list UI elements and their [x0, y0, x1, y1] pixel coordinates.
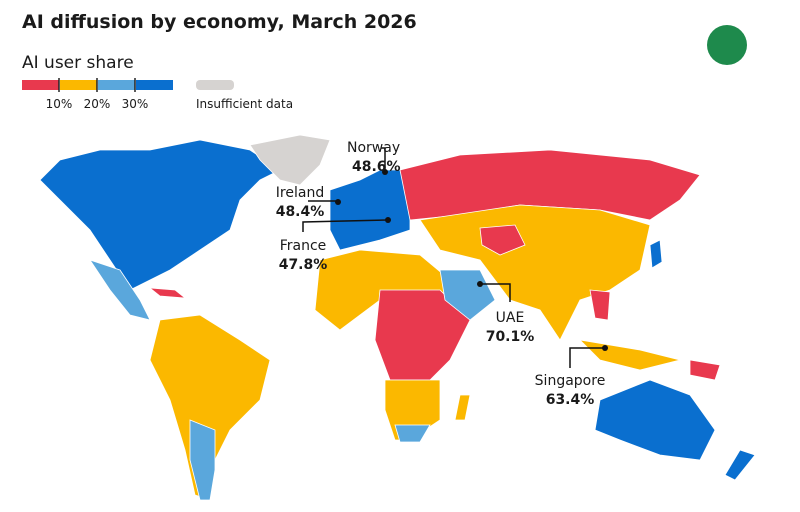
legend-title: AI user share	[22, 53, 134, 73]
mexico	[89, 259, 151, 321]
legend-swatch	[136, 80, 173, 90]
callout-leader	[480, 283, 511, 302]
callout-value: 63.4%	[546, 392, 595, 408]
callout-name: Norway	[347, 140, 400, 156]
papua	[689, 359, 721, 381]
callout-dot	[335, 199, 341, 205]
europe	[329, 169, 411, 251]
callout-dot	[385, 217, 391, 223]
callout-dot	[602, 345, 608, 351]
logo	[707, 25, 747, 65]
indonesia	[578, 339, 681, 371]
callout-value: 48.6%	[352, 159, 401, 175]
logo-badge	[707, 25, 747, 65]
callout-dot	[382, 169, 388, 175]
australia	[594, 379, 716, 461]
caribbean	[148, 287, 187, 299]
callout-leader	[302, 219, 389, 232]
callout-name: France	[280, 238, 327, 254]
greenland	[249, 134, 331, 186]
central-asia	[479, 224, 526, 256]
title: AI diffusion by economy, March 2026	[22, 11, 417, 33]
legend-tick-label: 10%	[46, 97, 73, 111]
legend-tick-label: 20%	[84, 97, 111, 111]
new-zealand	[724, 449, 756, 481]
north-america	[39, 139, 281, 291]
callout-name: Ireland	[276, 185, 324, 201]
callout-name: UAE	[496, 310, 525, 326]
southern-cone	[189, 419, 216, 501]
callout-value: 70.1%	[486, 329, 535, 345]
callout-value: 48.4%	[276, 204, 325, 220]
madagascar	[454, 394, 471, 421]
legend-insufficient-label: Insufficient data	[196, 97, 293, 111]
world-map	[39, 134, 756, 501]
legend-swatch	[22, 80, 59, 90]
callout-leader	[569, 347, 605, 368]
callout-name: Singapore	[535, 373, 606, 389]
callout-value: 47.8%	[279, 257, 328, 273]
callout-dot	[477, 281, 483, 287]
southeast-asia	[589, 289, 611, 321]
callouts: Norway 48.6% Ireland 48.4% France 47.8% UAE 70.…	[276, 140, 608, 408]
legend-tick-label: 30%	[122, 97, 149, 111]
legend-swatch	[60, 80, 97, 90]
asia	[419, 204, 651, 341]
south-africa	[394, 424, 431, 443]
legend-swatch	[98, 80, 135, 90]
legend-swatch-insufficient	[196, 80, 234, 90]
japan	[649, 239, 663, 269]
legend: 10% 20% 30% Insufficient data	[22, 78, 293, 111]
callout-leader	[381, 147, 386, 172]
